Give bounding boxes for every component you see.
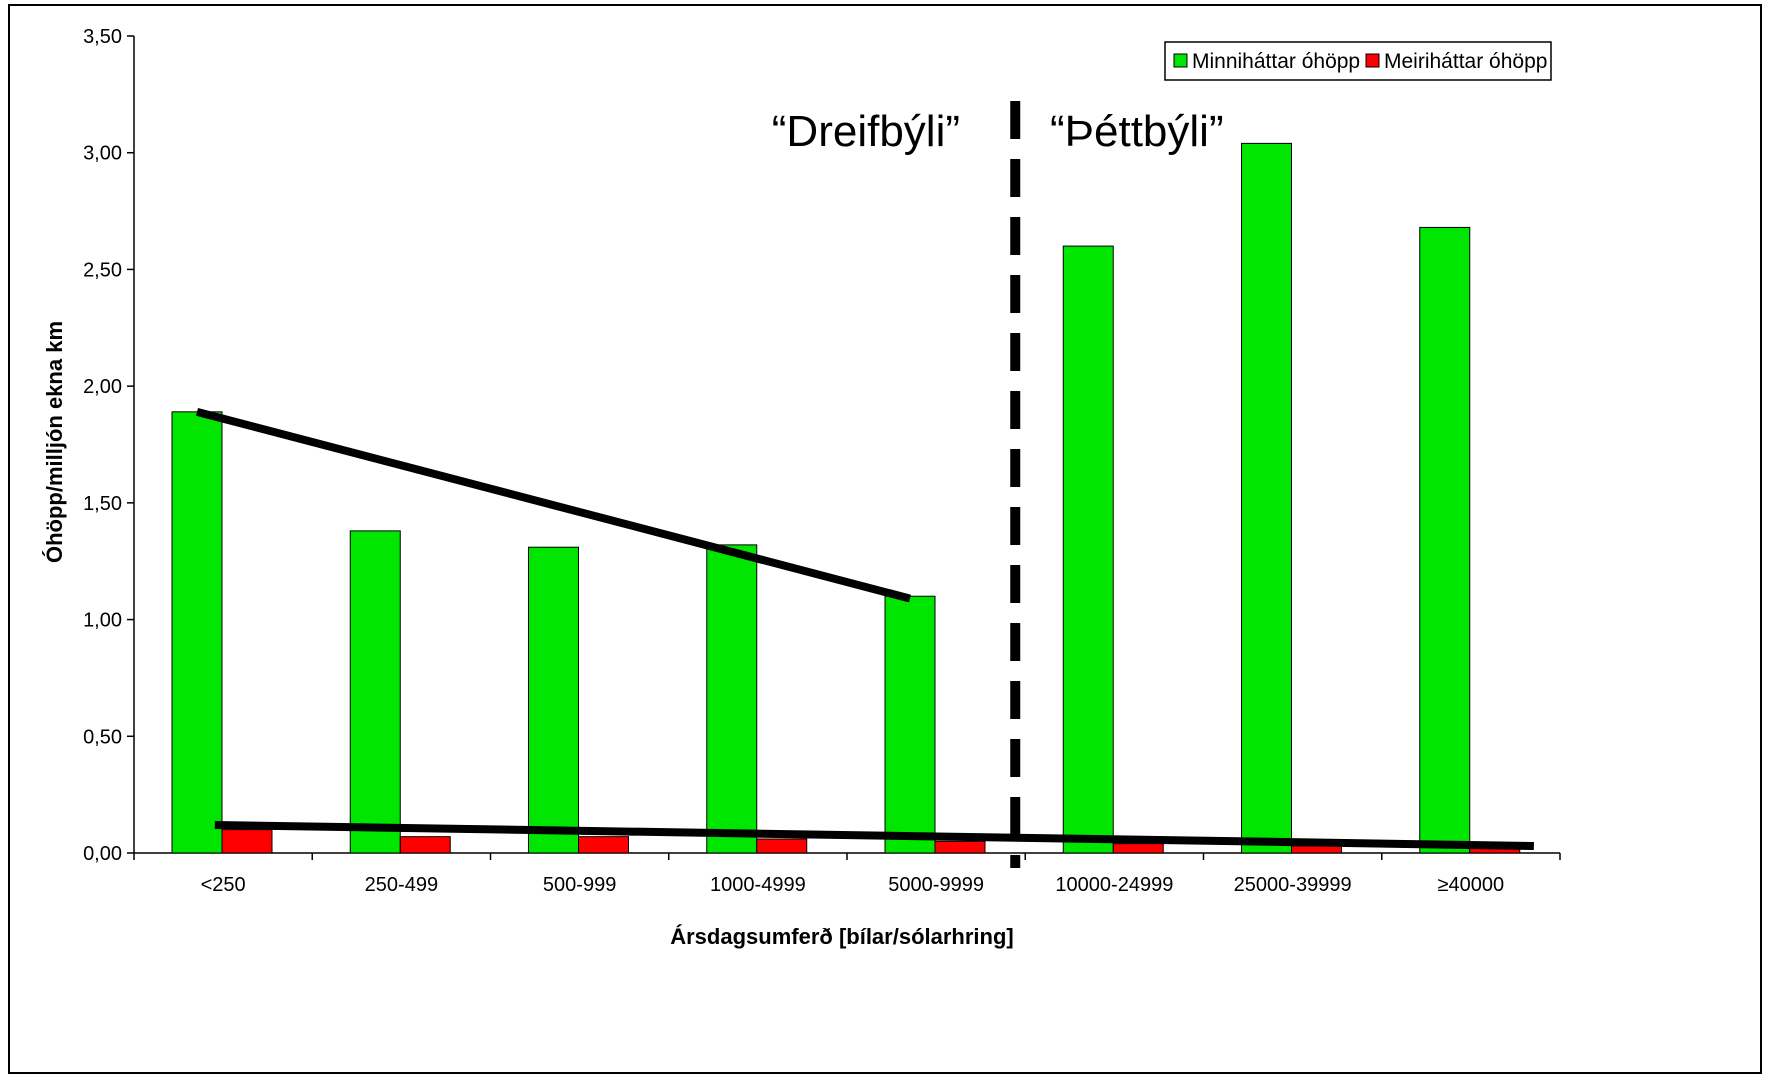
x-axis-title: Ársdagsumferð [bílar/sólarhring] xyxy=(670,924,1014,949)
y-tick-label: 2,00 xyxy=(83,376,122,398)
x-tick-label: 10000-24999 xyxy=(1055,874,1173,896)
legend-box xyxy=(1164,41,1552,81)
trend-lines xyxy=(195,407,1534,850)
x-axis: <250 250-499 500-999 1000-4999 5000-9999 1000… xyxy=(133,852,1561,896)
y-tick-label: 0,50 xyxy=(83,726,122,748)
major-accident-bar xyxy=(1291,845,1342,854)
minor-accident-bar xyxy=(171,411,223,854)
y-tick-label: 1,00 xyxy=(83,610,122,632)
y-tick-label: 1,50 xyxy=(83,493,122,515)
minor-accident-bar xyxy=(528,546,579,854)
minor-legend-swatch xyxy=(1173,53,1188,68)
minor-accident-bar xyxy=(1419,226,1471,854)
y-tick-label: 3,50 xyxy=(83,26,122,48)
x-tick-label: 1000-4999 xyxy=(710,874,806,896)
legend: Minniháttar óhöpp Meiriháttar óhöpp xyxy=(1164,41,1552,81)
trend-line xyxy=(214,820,1534,850)
major-legend-label: Meiriháttar óhöpp xyxy=(1384,50,1547,73)
bar-chart: 0,00 0,50 1,00 1,50 2,00 2,50 3,00 3,50 <250 250… xyxy=(42,26,1561,949)
x-tick-label: 25000-39999 xyxy=(1234,874,1352,896)
major-accident-bar xyxy=(756,838,808,854)
minor-legend-label: Minniháttar óhöpp xyxy=(1192,50,1360,73)
bars xyxy=(171,142,1521,854)
major-accident-bar xyxy=(934,840,986,854)
left-region-label: “Dreifbýli” xyxy=(772,107,960,156)
x-tick-label: ≥40000 xyxy=(1438,874,1505,896)
y-axis-title: Óhöpp/milljón ekna km xyxy=(42,321,67,563)
y-axis: 0,00 0,50 1,00 1,50 2,00 2,50 3,00 3,50 xyxy=(83,26,135,865)
y-tick-label: 0,00 xyxy=(83,843,122,865)
x-tick-label: <250 xyxy=(201,874,246,896)
major-accident-bar xyxy=(221,829,273,854)
x-tick-label: 500-999 xyxy=(543,874,616,896)
minor-accident-bar xyxy=(884,595,936,854)
y-tick-label: 3,00 xyxy=(83,143,122,165)
major-accident-bar xyxy=(1112,843,1164,854)
major-legend-swatch xyxy=(1365,53,1380,68)
major-accident-bar xyxy=(578,836,629,854)
chart-frame: 0,00 0,50 1,00 1,50 2,00 2,50 3,00 3,50 <250 250… xyxy=(8,4,1762,1074)
y-tick-label: 2,50 xyxy=(83,259,122,281)
minor-accident-bar xyxy=(1062,245,1114,854)
major-accident-bar xyxy=(399,836,451,854)
right-region-label: “Þéttbýli” xyxy=(1050,107,1224,156)
x-tick-label: 250-499 xyxy=(365,874,438,896)
x-tick-label: 5000-9999 xyxy=(888,874,984,896)
minor-accident-bar xyxy=(706,544,758,854)
trend-line xyxy=(195,407,912,603)
minor-accident-bar xyxy=(349,530,401,854)
minor-accident-bar xyxy=(1241,142,1292,854)
